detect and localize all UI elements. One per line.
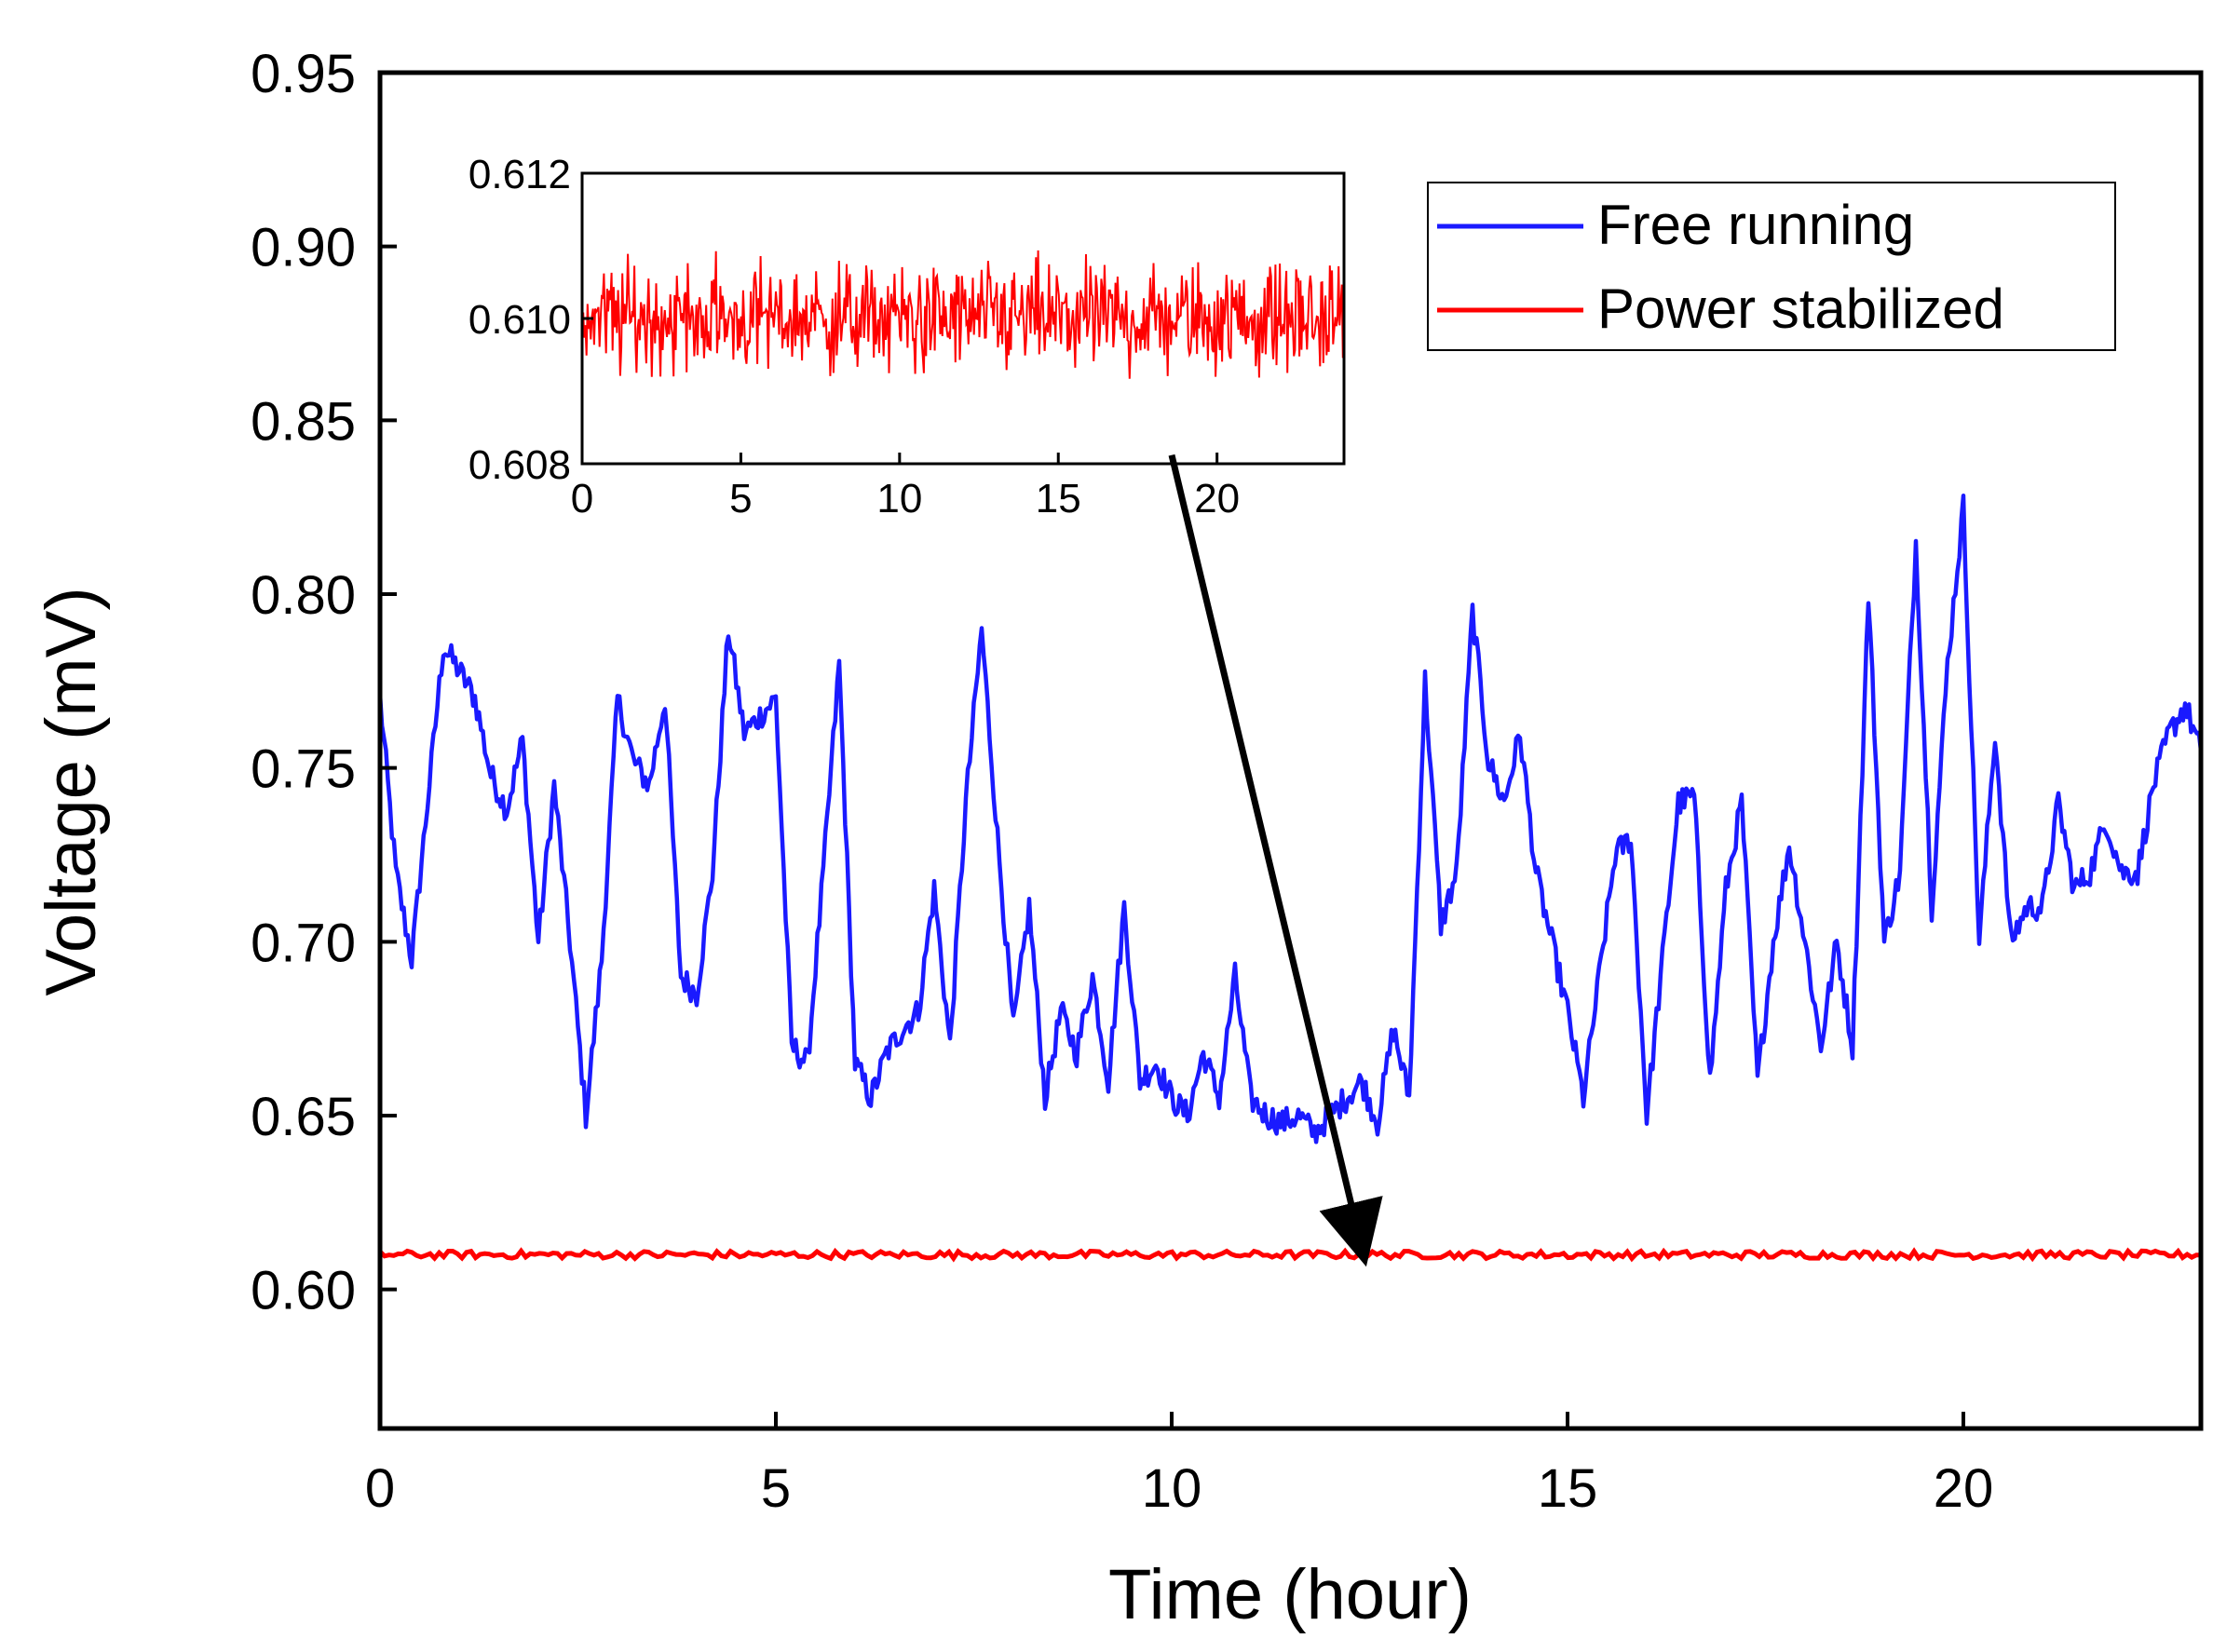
inset-x-tick-label: 0 — [571, 476, 593, 521]
main-plot: 0.60 0.65 0.70 0.75 0.80 0.85 0.90 0.95 0 5 10 15 2… — [32, 44, 2204, 1634]
inset-x-ticks: 0 5 10 15 20 — [571, 453, 1240, 521]
main-x-tick-label: 20 — [1934, 1458, 1994, 1519]
main-y-tick-label: 0.80 — [251, 565, 356, 626]
legend-label-free-running: Free running — [1597, 194, 1914, 256]
main-y-tick-label: 0.85 — [251, 391, 356, 452]
main-y-tick-label: 0.95 — [251, 44, 356, 104]
annotation-arrow — [1168, 454, 1383, 1267]
main-series-layer — [377, 494, 2204, 1263]
main-y-tick-label: 0.75 — [251, 739, 356, 800]
x-axis-title: Time (hour) — [1108, 1555, 1472, 1634]
main-y-tick-label: 0.90 — [251, 218, 356, 278]
legend-label-power-stabilized: Power stabilized — [1597, 278, 2004, 340]
y-axis-title: Voltage (mV) — [32, 587, 111, 995]
main-x-tick-label: 5 — [761, 1458, 791, 1519]
inset-y-tick-label: 0.608 — [468, 442, 571, 488]
inset-series-layer — [581, 250, 1345, 379]
inset-y-tick-label: 0.612 — [468, 152, 571, 197]
series-power-stabilized-line — [378, 1247, 2202, 1263]
inset-y-tick-label: 0.610 — [468, 297, 571, 343]
inset-x-tick-label: 15 — [1036, 476, 1081, 521]
main-x-tick-label: 15 — [1538, 1458, 1598, 1519]
inset-y-ticks: 0.608 0.610 0.612 — [468, 152, 593, 488]
inset-x-tick-label: 10 — [876, 476, 922, 521]
main-y-tick-label: 0.70 — [251, 913, 356, 973]
inset-x-tick-label: 20 — [1194, 476, 1240, 521]
legend-box — [1427, 182, 2116, 351]
legend: Free running Power stabilized — [1427, 182, 2116, 351]
series-free-running-line — [377, 494, 2204, 1144]
main-x-tick-label: 10 — [1142, 1458, 1202, 1519]
main-plot-frame — [377, 70, 2204, 1431]
main-x-tick-label: 0 — [365, 1458, 395, 1519]
inset-x-tick-label: 5 — [729, 476, 752, 521]
main-y-tick-label: 0.60 — [251, 1261, 356, 1321]
inset-plot: 0.608 0.610 0.612 0 5 10 15 20 — [468, 152, 1346, 521]
main-x-ticks: 0 5 10 15 20 — [365, 1412, 1993, 1519]
inset-series-power-stabilized-line — [581, 250, 1345, 379]
main-y-tick-label: 0.65 — [251, 1087, 356, 1147]
main-y-ticks: 0.60 0.65 0.70 0.75 0.80 0.85 0.90 0.95 — [251, 44, 397, 1321]
